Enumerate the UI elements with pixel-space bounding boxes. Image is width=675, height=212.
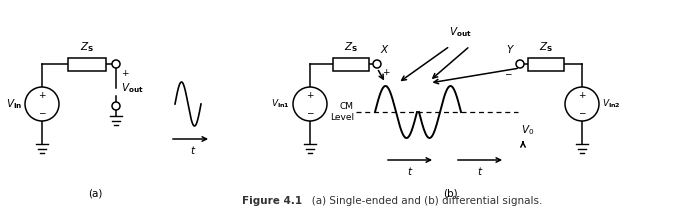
Text: (a): (a) [88,189,102,199]
Text: $-$: $-$ [578,107,587,117]
Text: $t$: $t$ [477,165,483,177]
Text: $-$: $-$ [306,107,315,117]
Text: $Z_{\mathbf{S}}$: $Z_{\mathbf{S}}$ [539,40,553,54]
Text: CM
Level: CM Level [330,102,354,122]
Bar [68,57,106,71]
Text: (a) Single-ended and (b) differential signals.: (a) Single-ended and (b) differential si… [302,196,543,206]
Text: Figure 4.1: Figure 4.1 [242,196,302,206]
Bar [528,57,564,71]
Text: $X$: $X$ [380,43,389,55]
Circle shape [112,102,120,110]
Circle shape [516,60,524,68]
Circle shape [373,60,381,68]
Text: $-$: $-$ [38,107,47,117]
Circle shape [293,87,327,121]
Circle shape [565,87,599,121]
Text: $Z_{\mathbf{S}}$: $Z_{\mathbf{S}}$ [344,40,358,54]
Text: +: + [306,92,314,100]
Text: $t$: $t$ [407,165,413,177]
Text: +: + [382,68,389,77]
Text: $V_0$: $V_0$ [521,123,534,137]
Text: $Z_{\mathbf{S}}$: $Z_{\mathbf{S}}$ [80,40,94,54]
Text: $V_{\mathbf{out}}$: $V_{\mathbf{out}}$ [449,25,471,39]
Text: $-$: $-$ [504,68,513,77]
Text: $V_{\mathbf{out}}$: $V_{\mathbf{out}}$ [121,81,144,95]
Text: $V_{\mathbf{In2}}$: $V_{\mathbf{In2}}$ [602,98,621,110]
Text: +: + [38,92,46,100]
Text: $Y$: $Y$ [506,43,515,55]
Bar [333,57,369,71]
Circle shape [112,60,120,68]
Circle shape [25,87,59,121]
Text: $t$: $t$ [190,144,196,156]
Text: +: + [578,92,586,100]
Text: $V_{\mathbf{In1}}$: $V_{\mathbf{In1}}$ [271,98,290,110]
Text: (b): (b) [443,189,458,199]
Text: +: + [121,69,128,78]
Text: $V_{\mathbf{In}}$: $V_{\mathbf{In}}$ [5,97,22,111]
